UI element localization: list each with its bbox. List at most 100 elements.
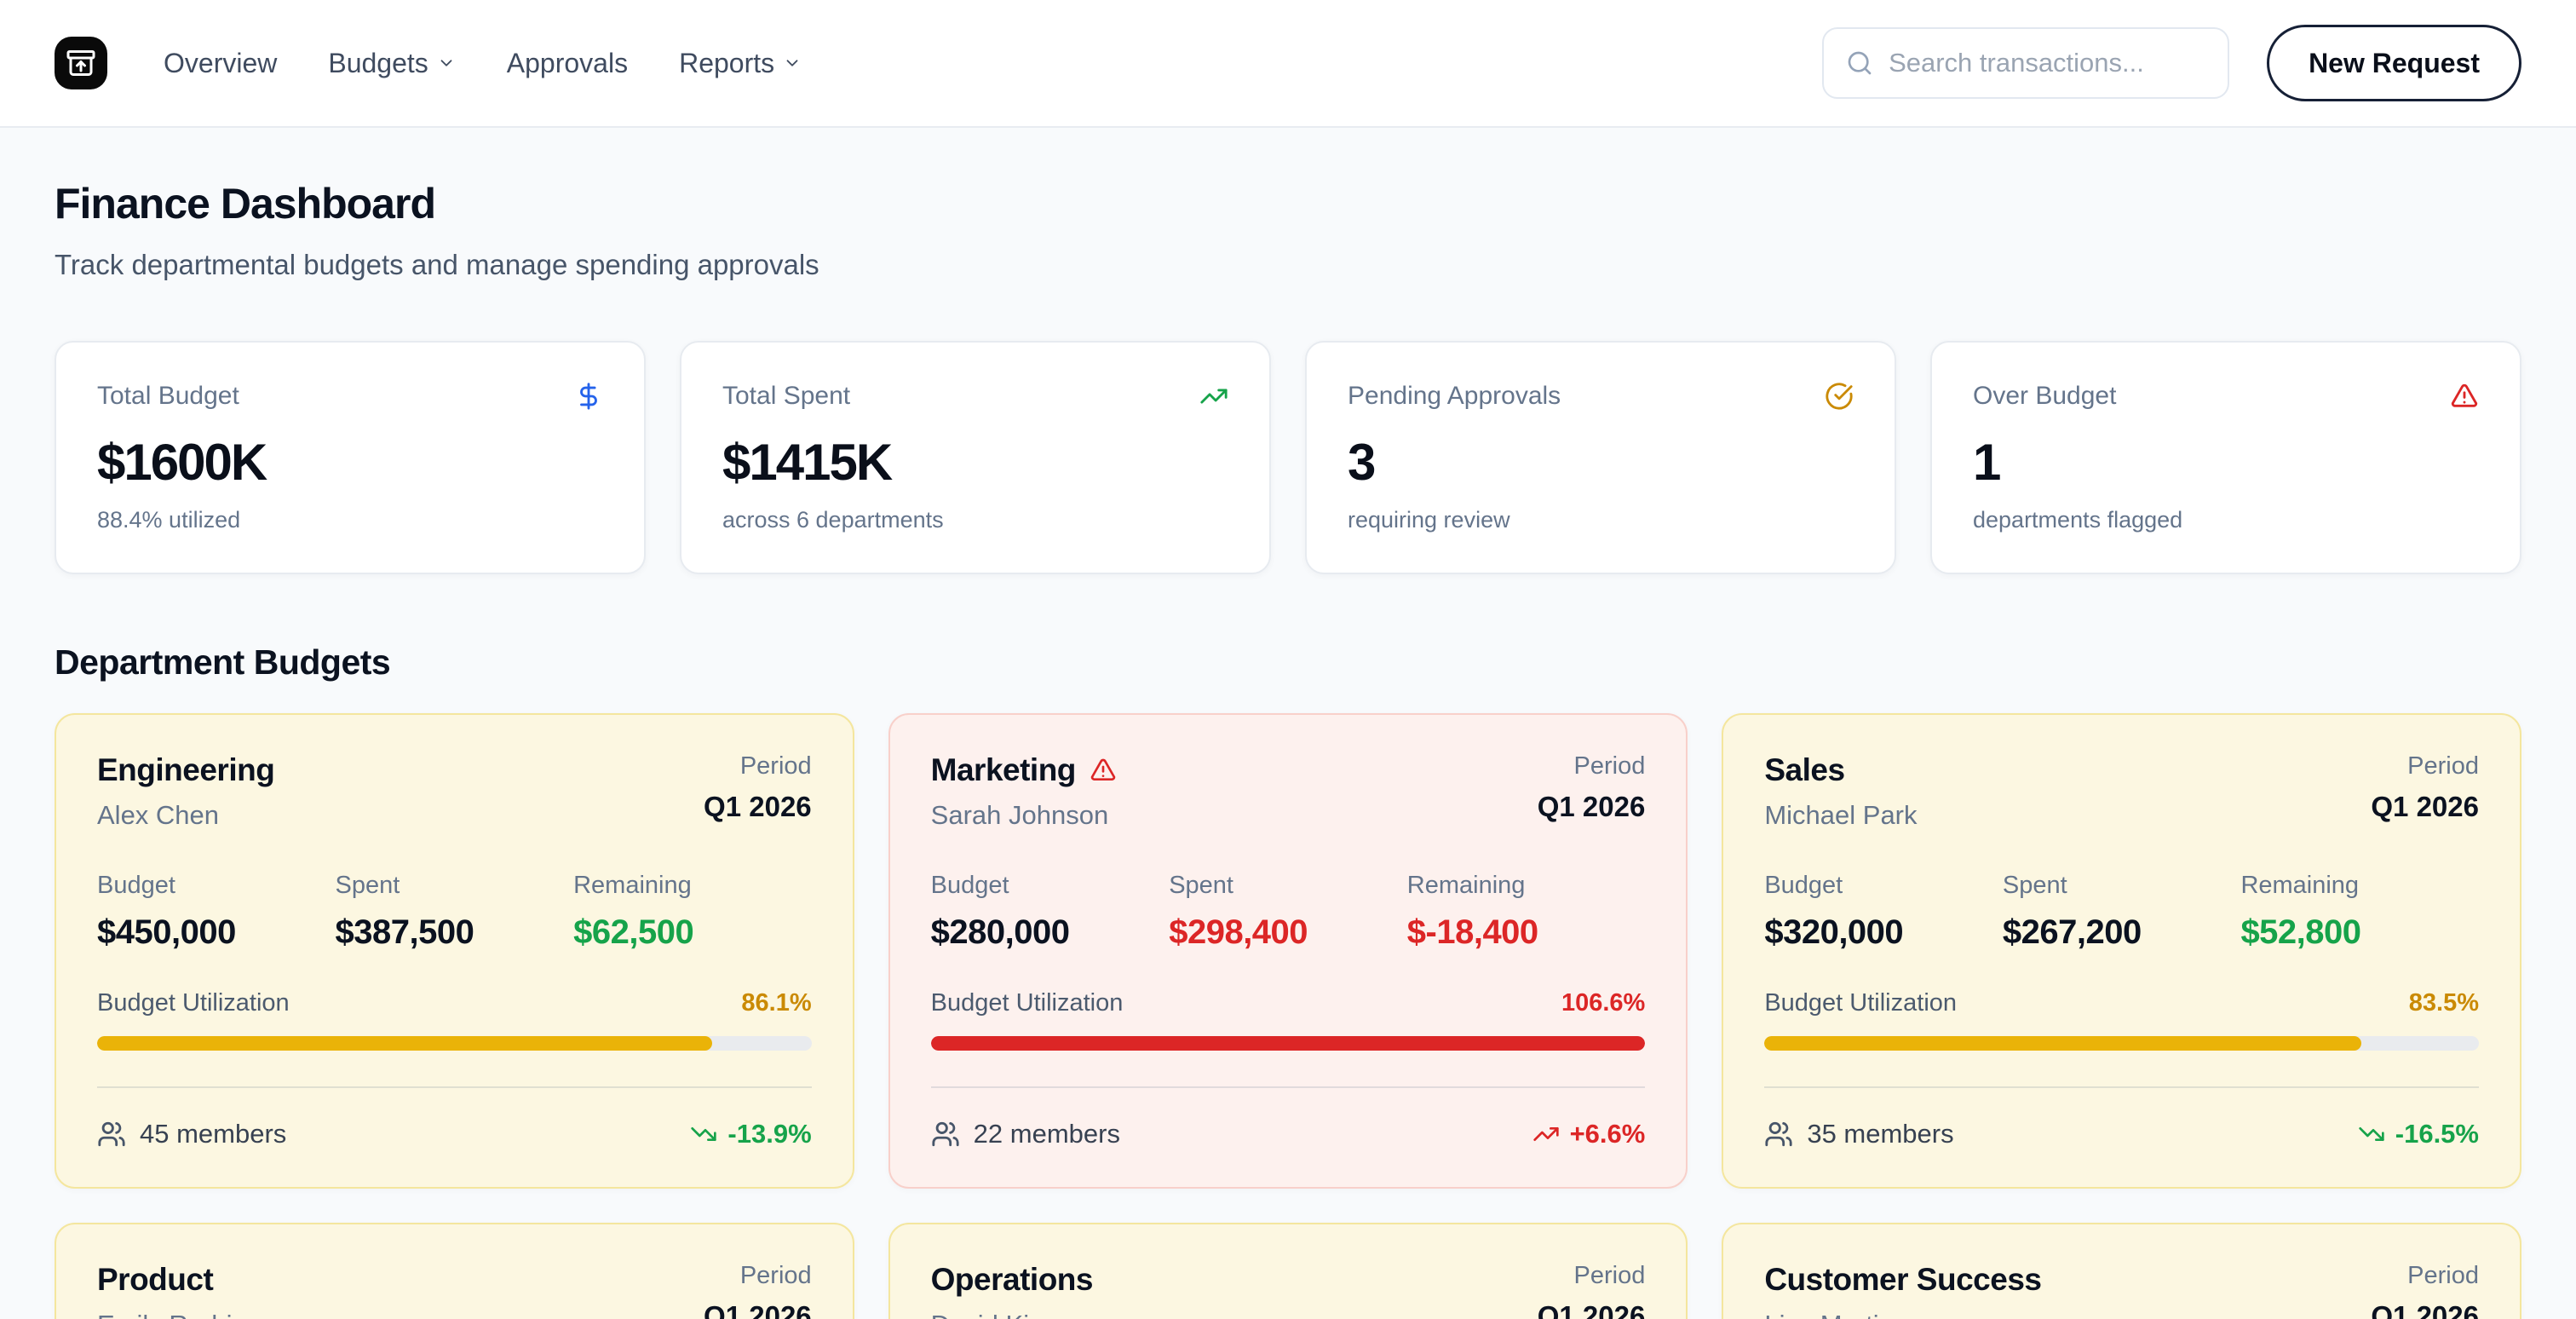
nav-item-label: Overview: [164, 47, 278, 78]
department-manager: David Kim: [931, 1310, 1093, 1319]
nav-item-reports[interactable]: Reports: [679, 48, 802, 79]
search-box[interactable]: [1822, 27, 2230, 99]
stat-spent-label: Spent: [2002, 872, 2067, 899]
department-period-block: Period Q1 2026: [2371, 1262, 2479, 1319]
nav-item-label: Approvals: [506, 47, 629, 78]
department-card-title-block: Operations David Kim: [930, 1262, 1094, 1319]
stat-card-value: 3: [1348, 434, 1376, 491]
period-value: Q1 2026: [2371, 1300, 2479, 1319]
users-icon: [97, 1120, 126, 1149]
new-request-button[interactable]: New Request: [2267, 25, 2521, 101]
department-card-header: Engineering Alex Chen Period Q1 2026: [97, 752, 812, 831]
members-label: 45 members: [140, 1119, 287, 1149]
trending-up-icon: [1199, 382, 1228, 411]
period-value: Q1 2026: [2371, 791, 2479, 822]
card-divider: [1764, 1086, 2479, 1088]
card-divider: [930, 1086, 1646, 1088]
department-card-engineering: Engineering Alex Chen Period Q1 2026 Budget $…: [55, 713, 854, 1189]
stat-spent-label: Spent: [335, 872, 400, 899]
stat-remaining-label: Remaining: [1406, 872, 1526, 899]
department-card-header: Operations David Kim Period Q1 2026: [931, 1262, 1646, 1319]
utilization-progress-bar: [97, 1036, 812, 1051]
department-card-sales: Sales Michael Park Period Q1 2026 Budget $320…: [1722, 713, 2521, 1189]
stat-budget-value: $320,000: [1764, 913, 1904, 951]
stat-card-label: Total Budget: [97, 382, 239, 410]
period-label: Period: [739, 752, 812, 780]
chevron-down-icon: [437, 54, 456, 72]
stat-card-value: $1600K: [97, 434, 267, 491]
stat-card-header: Total Spent: [722, 382, 1228, 411]
stat-card-label: Pending Approvals: [1348, 382, 1561, 410]
utilization-percentage: 86.1%: [741, 989, 812, 1017]
chevron-down-icon: [783, 54, 802, 72]
utilization-label: Budget Utilization: [930, 989, 1124, 1017]
nav-item-budgets[interactable]: Budgets: [328, 48, 455, 79]
users-icon: [931, 1120, 960, 1149]
nav-item-approvals[interactable]: Approvals: [507, 48, 628, 79]
department-card-marketing: Marketing Sarah Johnson Period Q1 2026 Budge…: [888, 713, 1688, 1189]
department-card-footer: 45 members -13.9%: [97, 1119, 812, 1149]
nav-item-overview[interactable]: Overview: [164, 48, 277, 79]
search-input[interactable]: [1889, 48, 2229, 78]
page-title: Finance Dashboard: [55, 180, 436, 228]
stat-budget: Budget $320,000: [1764, 872, 2003, 952]
department-card-customer-success: Customer Success Lisa Martinez Period Q1 20…: [1722, 1223, 2521, 1319]
stat-remaining: Remaining $-18,400: [1407, 872, 1646, 952]
app-logo[interactable]: [55, 37, 107, 89]
utilization-percentage: 106.6%: [1561, 989, 1646, 1017]
period-value: Q1 2026: [1537, 1300, 1646, 1319]
stat-cards-row: Total Budget $1600K 88.4% utilized Total Sp…: [55, 341, 2521, 574]
nav-item-label: Budgets: [328, 47, 428, 78]
stat-card-total-spent: Total Spent $1415K across 6 departments: [680, 341, 1271, 574]
department-name: Operations: [930, 1262, 1094, 1297]
department-stats: Budget $280,000 Spent $298,400 Remaining $-18…: [931, 872, 1646, 952]
utilization-row: Budget Utilization 86.1%: [97, 989, 812, 1017]
department-title-row: Marketing: [931, 752, 1117, 788]
department-title-row: Sales: [1764, 752, 1917, 788]
stat-spent-value: $387,500: [335, 913, 474, 951]
period-label: Period: [2407, 752, 2479, 780]
stat-card-label: Total Spent: [722, 382, 851, 410]
utilization-progress-fill: [930, 1036, 1646, 1051]
alert-triangle-icon: [1090, 757, 1117, 784]
circle-check-icon: [1825, 382, 1854, 411]
alert-triangle-icon: [2450, 382, 2479, 411]
department-title-row: Operations: [930, 1262, 1094, 1298]
utilization-progress-fill: [1764, 1036, 2361, 1051]
utilization-row: Budget Utilization 106.6%: [931, 989, 1646, 1017]
stat-remaining-value: $52,800: [2240, 913, 2361, 951]
stat-remaining-value: $-18,400: [1406, 913, 1538, 951]
department-stats: Budget $320,000 Spent $267,200 Remaining $52,…: [1764, 872, 2479, 952]
top-nav: Overview Budgets Approvals Reports New Requ…: [0, 0, 2576, 128]
department-title-row: Engineering: [97, 752, 275, 788]
department-card-title-block: Customer Success Lisa Martinez: [1764, 1262, 2042, 1319]
stat-budget-label: Budget: [930, 872, 1009, 899]
stat-remaining: Remaining $62,500: [573, 872, 812, 952]
stat-budget-label: Budget: [97, 872, 175, 899]
stat-spent: Spent $387,500: [336, 872, 574, 952]
department-manager: Emily Rodriguez: [97, 1310, 290, 1319]
members-label: 22 members: [973, 1119, 1120, 1149]
utilization-label: Budget Utilization: [1764, 989, 1958, 1017]
members-count: 22 members: [931, 1119, 1120, 1149]
members-count: 35 members: [1764, 1119, 1954, 1149]
stat-spent-value: $298,400: [1169, 913, 1308, 951]
department-budgets-grid: Engineering Alex Chen Period Q1 2026 Budget $…: [55, 713, 2521, 1319]
department-manager: Alex Chen: [97, 800, 220, 830]
department-name: Engineering: [97, 752, 275, 787]
stat-card-total-budget: Total Budget $1600K 88.4% utilized: [55, 341, 646, 574]
primary-nav: Overview Budgets Approvals Reports: [164, 48, 802, 79]
trend-indicator: -16.5%: [2358, 1119, 2479, 1149]
stat-card-subtext: across 6 departments: [722, 507, 944, 533]
department-card-footer: 35 members -16.5%: [1764, 1119, 2479, 1149]
department-card-header: Customer Success Lisa Martinez Period Q1 20…: [1764, 1262, 2479, 1319]
stat-card-subtext: departments flagged: [1973, 507, 2183, 533]
period-value: Q1 2026: [704, 791, 812, 822]
department-name: Customer Success: [1764, 1262, 2042, 1297]
department-card-operations: OperationsDavid KimPeriodQ1 2026BudgetSp…: [888, 1223, 1688, 1319]
archive-box-icon: [66, 48, 96, 78]
stat-remaining-label: Remaining: [573, 872, 692, 899]
department-name: Sales: [1764, 752, 1845, 787]
department-stats: Budget $450,000 Spent $387,500 Remaining $62,…: [97, 872, 812, 952]
stat-card-label: Over Budget: [1973, 382, 2117, 410]
